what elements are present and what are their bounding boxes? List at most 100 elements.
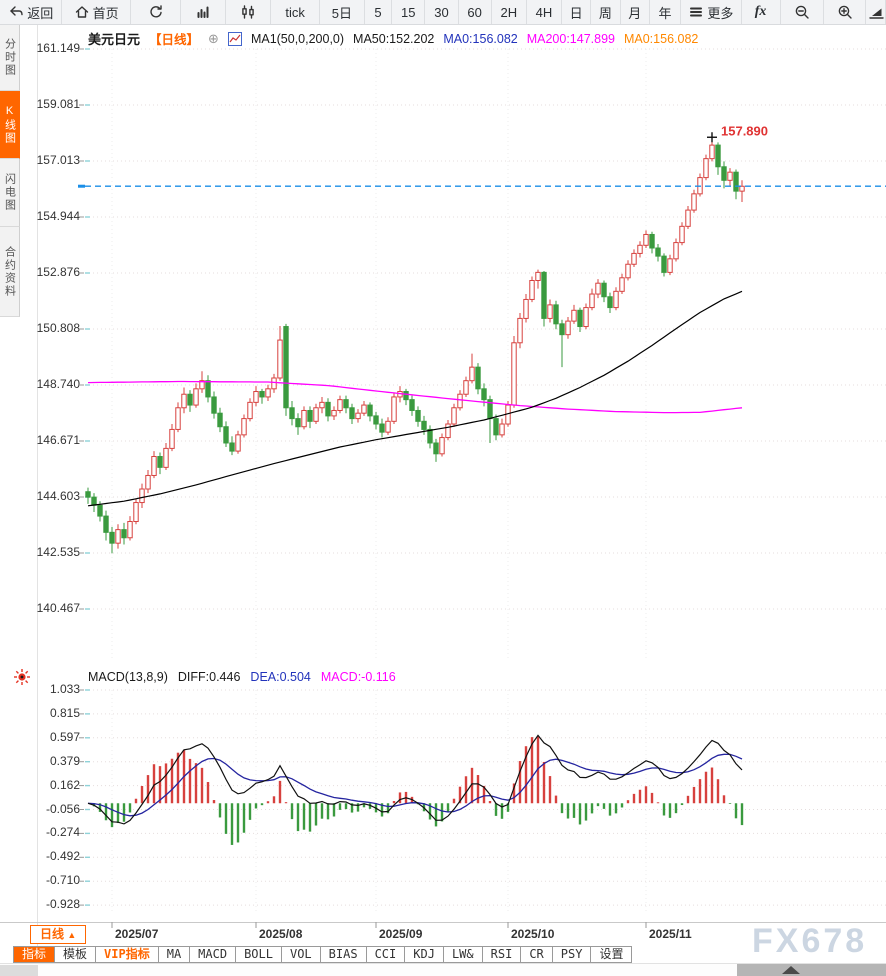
- home-button-label: 首页: [92, 5, 119, 21]
- home-icon: [75, 6, 88, 18]
- chart-type-candle-button[interactable]: [226, 0, 272, 24]
- indicators-fx-button[interactable]: fx: [742, 0, 781, 24]
- ma50-line: [87, 290, 743, 507]
- indicator-tab-6[interactable]: BOLL: [236, 947, 282, 962]
- macd-diff-value: DIFF:0.446: [177, 670, 241, 684]
- macd-dea-value: DEA:0.504: [250, 670, 311, 684]
- sidebar-tab-1[interactable]: 分时图: [0, 25, 20, 91]
- chart-type-bar-button[interactable]: [181, 0, 227, 24]
- indicator-tab-2[interactable]: 模板: [55, 947, 97, 962]
- macd-param-label: MACD(13,8,9): [88, 670, 168, 684]
- macd-dea-line: [87, 753, 743, 817]
- period-5d-label: 5日: [331, 5, 353, 21]
- macd-diff-line: [87, 734, 743, 825]
- ma200-value: MA200:147.899: [526, 31, 615, 46]
- indicators-fx-button-label: fx: [754, 4, 767, 19]
- period-15-label: 15: [401, 4, 416, 20]
- high-marker: 157.890: [707, 123, 768, 143]
- price-tick-label: 150.808: [36, 321, 80, 335]
- period-5d[interactable]: 5日: [320, 0, 365, 24]
- indicator-tab-7[interactable]: VOL: [282, 947, 321, 962]
- more-button[interactable]: 更多: [681, 0, 742, 24]
- period-2h[interactable]: 2H: [492, 0, 527, 24]
- period-60[interactable]: 60: [459, 0, 492, 24]
- indicator-tab-13[interactable]: CR: [521, 947, 553, 962]
- ma-settings-icon[interactable]: [227, 31, 242, 46]
- price-tick-label: 146.671: [36, 433, 80, 447]
- left-sidebar: 分时图 K线图 闪电图 合约资料: [0, 25, 20, 317]
- zoom-out-icon: [795, 5, 809, 19]
- high-price-label: 157.890: [721, 123, 768, 138]
- x-axis-row: 2025/07 2025/08 2025/09 2025/10 2025/11: [0, 922, 886, 946]
- indicator-tab-5[interactable]: MACD: [190, 947, 237, 962]
- period-tag: 【日线】: [149, 33, 200, 47]
- period-year-label: 年: [658, 5, 672, 21]
- period-month-label: 月: [628, 5, 642, 21]
- indicator-tab-15[interactable]: 设置: [591, 947, 633, 962]
- period-tick-label: tick: [285, 4, 305, 20]
- symbol-name: 美元日元: [88, 32, 141, 47]
- period-tick[interactable]: tick: [271, 0, 320, 24]
- indicator-tab-8[interactable]: BIAS: [321, 947, 367, 962]
- price-tick-label: 154.944: [36, 209, 80, 223]
- home-button[interactable]: 首页: [62, 0, 131, 24]
- macd-tick-label: -0.928: [45, 897, 80, 912]
- add-compare-icon[interactable]: ⊕: [208, 30, 219, 46]
- period-week-label: 周: [598, 5, 612, 21]
- indicator-tabs: 指标 模板 VIP指标 MA MACD BOLL VOL BIAS CCI KDJ LW& RSI CR…: [13, 946, 633, 963]
- period-2h-label: 2H: [500, 4, 518, 20]
- macd-tick-label: -0.274: [45, 825, 80, 840]
- macd-tick-label: 0.162: [49, 777, 80, 792]
- period-5[interactable]: 5: [365, 0, 393, 24]
- zoom-in-icon: [838, 5, 852, 19]
- ma-param-label: MA1(50,0,200,0): [250, 31, 345, 46]
- indicator-tab-9[interactable]: CCI: [367, 947, 406, 962]
- indicator-tab-3[interactable]: VIP指标: [96, 947, 159, 962]
- period-day-label: 日: [569, 5, 583, 21]
- horizontal-scrollbar[interactable]: [737, 964, 886, 976]
- zoom-out-button[interactable]: [781, 0, 824, 24]
- alert-sun-icon[interactable]: [13, 668, 31, 686]
- price-tick-label: 148.740: [36, 377, 80, 391]
- period-year[interactable]: 年: [650, 0, 682, 24]
- scrollbar-corner: [0, 965, 38, 976]
- period-15[interactable]: 15: [392, 0, 426, 24]
- x-axis-label: 2025/10: [511, 927, 555, 941]
- price-tick-label: 161.149: [36, 41, 80, 55]
- scroll-arrow-icon: [782, 966, 800, 974]
- ma0-orange-value: MA0:156.082: [623, 31, 699, 46]
- macd-tick-label: 0.379: [49, 753, 80, 768]
- period-5-label: 5: [374, 4, 382, 20]
- refresh-button[interactable]: [131, 0, 182, 24]
- sidebar-tab-4[interactable]: 合约资料: [0, 227, 20, 317]
- top-toolbar: 返回 首页 tick 5日 5 15 30 60 2H 4H 日周月年 更多 fx: [0, 0, 886, 25]
- sidebar-tab-3[interactable]: 闪电图: [0, 159, 20, 227]
- period-30[interactable]: 30: [425, 0, 459, 24]
- indicator-tab-11[interactable]: LW&: [444, 947, 483, 962]
- indicator-tab-14[interactable]: PSY: [553, 947, 592, 962]
- chart-type-candle-icon: [242, 5, 255, 19]
- x-axis-label: 2025/08: [259, 927, 303, 941]
- period-week[interactable]: 周: [591, 0, 621, 24]
- chevron-up-icon: ▲: [67, 930, 77, 940]
- zoom-in-button[interactable]: [824, 0, 867, 24]
- indicator-tab-10[interactable]: KDJ: [405, 947, 444, 962]
- draw-tool-button[interactable]: [866, 0, 886, 24]
- indicator-tab-1[interactable]: 指标: [14, 947, 56, 962]
- period-month[interactable]: 月: [621, 0, 650, 24]
- sidebar-tab-2[interactable]: K线图: [0, 91, 20, 159]
- period-selector-button[interactable]: 日线 ▲: [30, 925, 87, 944]
- macd-tick-label: -0.056: [45, 801, 80, 816]
- price-tick-label: 157.013: [36, 153, 80, 167]
- period-30-label: 30: [434, 4, 449, 20]
- period-4h-label: 4H: [535, 4, 553, 20]
- candlesticks: [85, 137, 745, 554]
- period-day[interactable]: 日: [562, 0, 592, 24]
- back-button[interactable]: 返回: [0, 0, 63, 24]
- indicator-tab-4[interactable]: MA: [159, 947, 191, 962]
- ma0-blue-value: MA0:156.082: [443, 31, 518, 46]
- bottom-strip: [0, 963, 886, 976]
- indicator-tab-12[interactable]: RSI: [483, 947, 522, 962]
- period-4h[interactable]: 4H: [527, 0, 562, 24]
